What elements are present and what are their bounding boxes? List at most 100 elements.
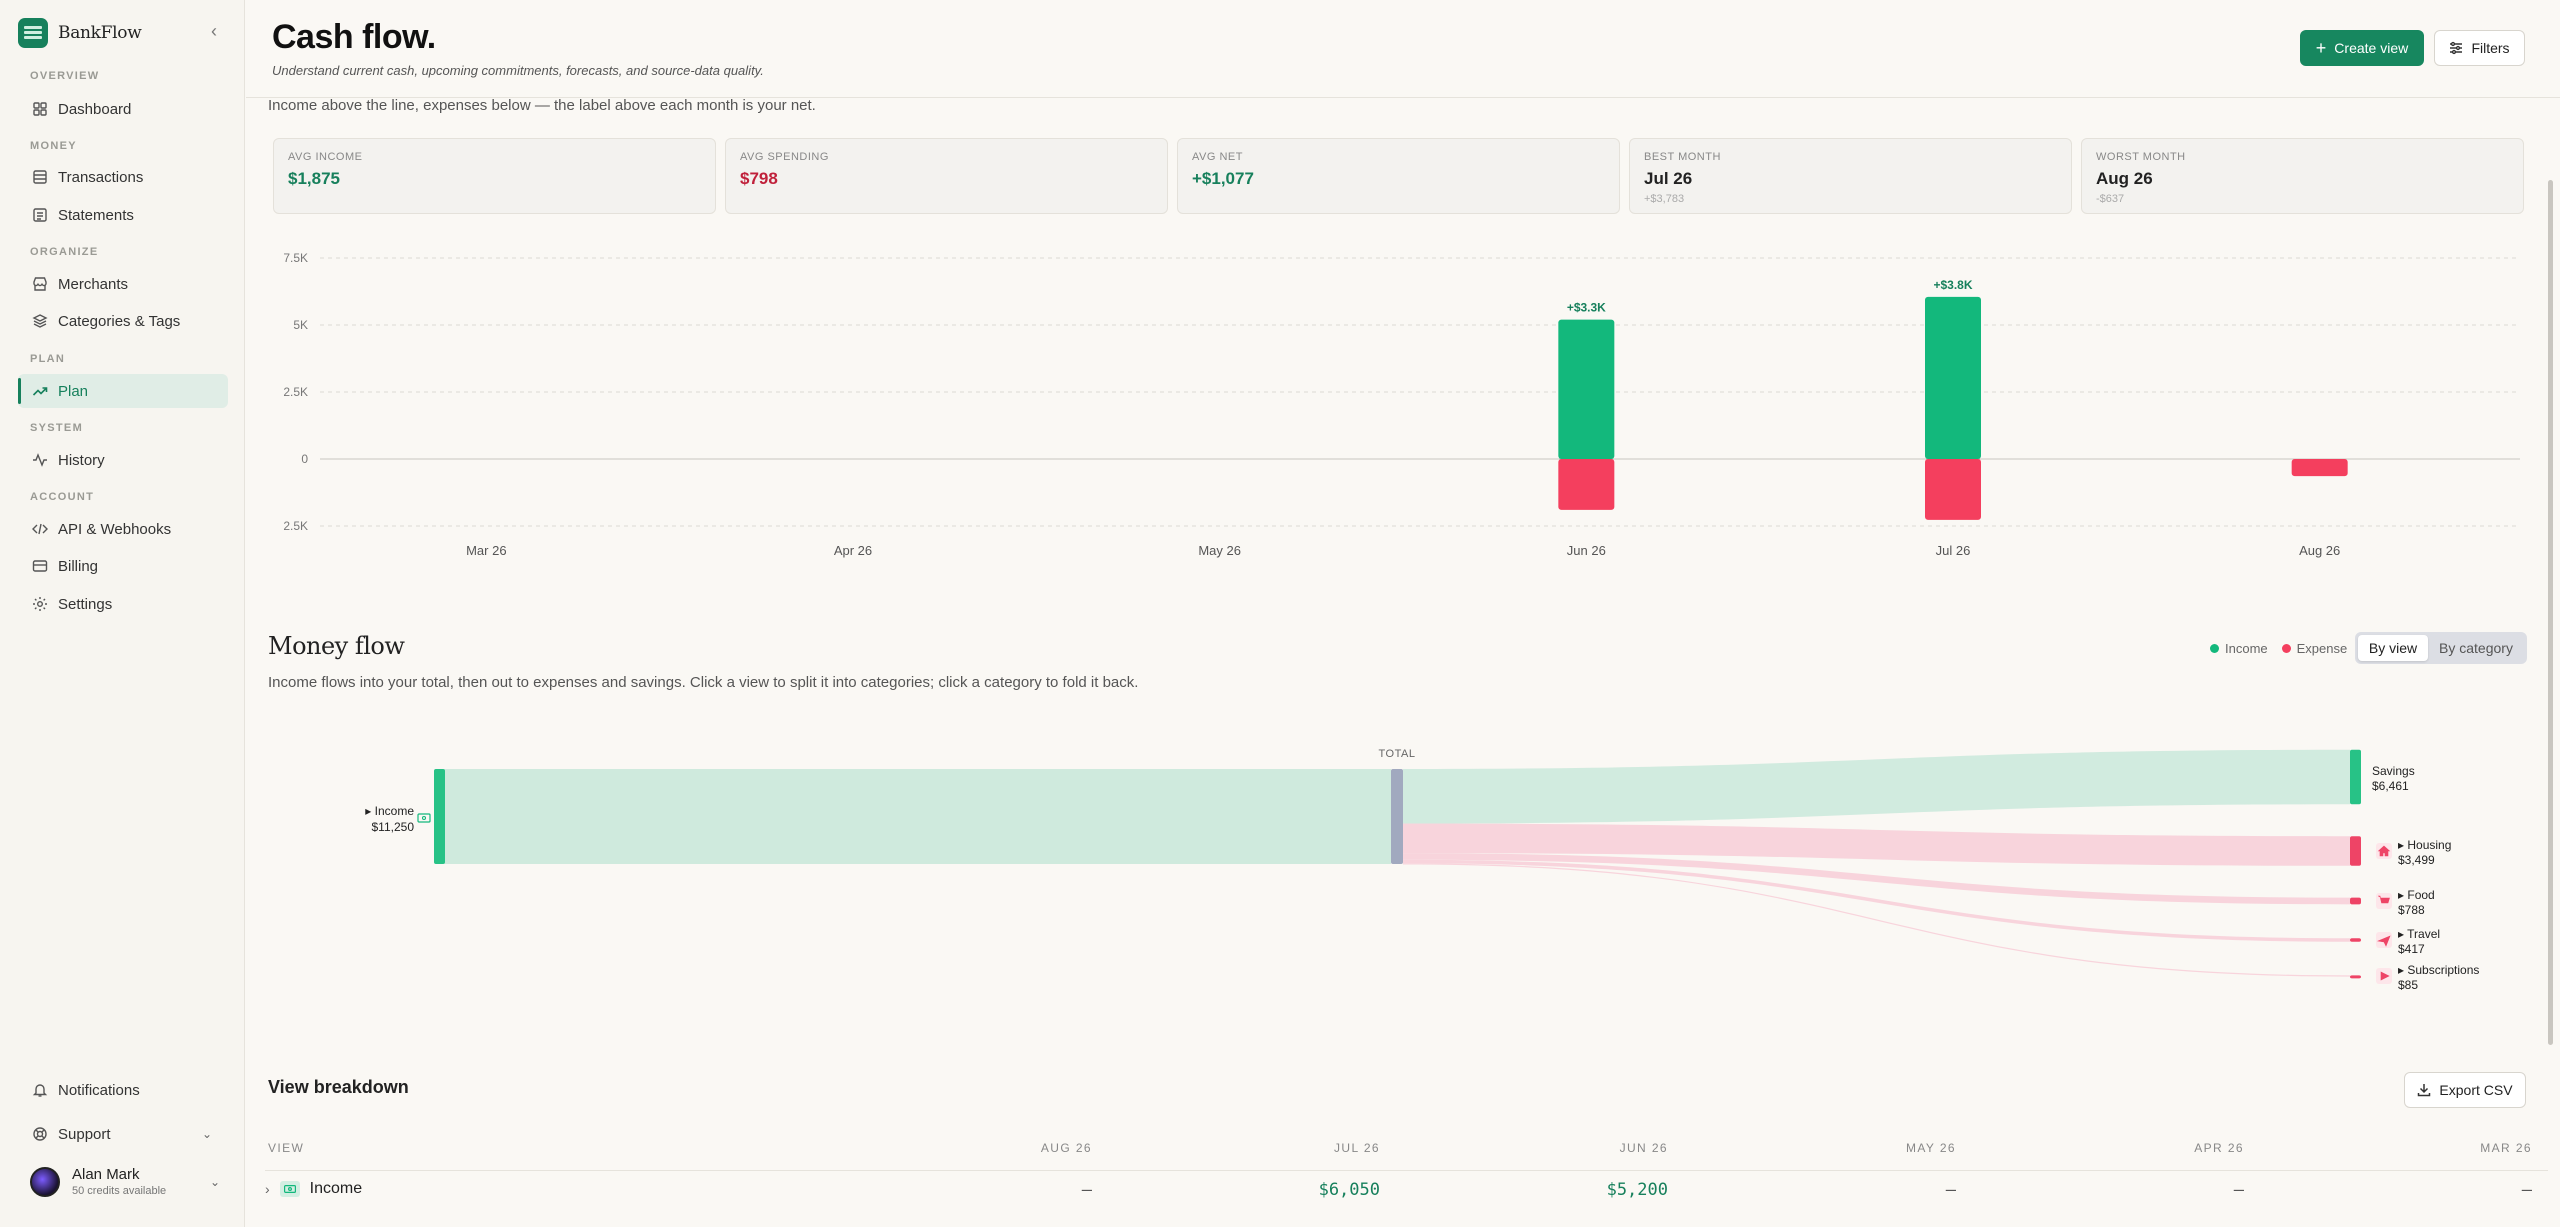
sidebar-item-history[interactable]: History [18, 443, 228, 477]
stat-value: +$1,077 [1192, 169, 1254, 188]
target-amount: $417 [2398, 942, 2425, 956]
user-credits: 50 credits available [72, 1185, 167, 1197]
layers-icon [32, 314, 48, 328]
toggle-by-view[interactable]: By view [2358, 635, 2428, 661]
sidebar-item-billing[interactable]: Billing [18, 549, 228, 583]
target-name: ▸ Housing [2398, 838, 2451, 852]
create-view-label: Create view [2334, 40, 2409, 56]
page-subtitle: Understand current cash, upcoming commit… [272, 63, 764, 78]
view-toggle: By view By category [2355, 632, 2527, 664]
stat-value: Aug 26 [2096, 169, 2153, 188]
net-label: +$3.3K [1567, 301, 1606, 315]
column-header-mar-26[interactable]: MAR 26 [2480, 1141, 2532, 1155]
column-header-jul-26[interactable]: JUL 26 [1334, 1141, 1380, 1155]
nav-section-account: ACCOUNT [30, 491, 95, 503]
expense-bar [2291, 459, 2348, 477]
stat-card-avg-net: AVG NET +$1,077 [1177, 138, 1620, 214]
cashflow-subtitle: Income above the line, expenses below — … [268, 97, 816, 114]
sidebar-item-merchants[interactable]: Merchants [18, 267, 228, 301]
y-tick-label: 2.5K [283, 519, 308, 533]
sidebar-item-label: API & Webhooks [58, 520, 172, 538]
sidebar-item-support[interactable]: Support ⌄ [18, 1117, 228, 1151]
nav-section-money: MONEY [30, 140, 77, 152]
table-cell: — [1945, 1180, 1956, 1200]
nav-section-overview: OVERVIEW [30, 70, 100, 82]
row-label: Income [309, 1180, 363, 1197]
user-menu[interactable]: Alan Mark 50 credits available ⌄ [30, 1166, 220, 1197]
sidebar-item-api-webhooks[interactable]: API & Webhooks [18, 512, 228, 546]
legend-label: Income [2225, 641, 2268, 656]
stat-card-worst-month: WORST MONTH Aug 26 -$637 [2081, 138, 2524, 214]
brand-name: BankFlow [58, 23, 142, 43]
stat-label: AVG SPENDING [740, 151, 829, 163]
cart-icon [2376, 893, 2392, 909]
legend-dot [2210, 644, 2219, 653]
stat-card-best-month: BEST MONTH Jul 26 +$3,783 [1629, 138, 2072, 214]
filters-button[interactable]: Filters [2434, 30, 2525, 66]
table-row-income[interactable]: › Income [265, 1180, 362, 1198]
income-bar [1925, 296, 1981, 459]
income-bar [1558, 319, 1615, 459]
savings-flow [1403, 749, 2350, 824]
table-cell: — [1081, 1180, 1092, 1200]
x-tick-label: Mar 26 [466, 543, 506, 558]
toggle-by-category[interactable]: By category [2439, 640, 2513, 656]
sidebar-item-label: History [58, 451, 105, 469]
cash-icon [279, 1181, 300, 1197]
stat-card-avg-spending: AVG SPENDING $798 [725, 138, 1168, 214]
home-icon [2376, 843, 2392, 859]
target-name: ▸ Subscriptions [2398, 963, 2479, 977]
sidebar-item-settings[interactable]: Settings [18, 587, 228, 621]
expense-flow [1403, 863, 2350, 977]
x-tick-label: May 26 [1198, 543, 1241, 558]
export-csv-label: Export CSV [2439, 1082, 2513, 1098]
target-node [2350, 938, 2361, 942]
stat-note: -$637 [2096, 193, 2125, 205]
sidebar-item-label: Statements [58, 206, 134, 224]
net-label: +$3.8K [1933, 278, 1972, 292]
activity-icon [33, 453, 47, 467]
target-node [2350, 749, 2361, 805]
sidebar-item-label: Support [58, 1125, 111, 1143]
stat-note: +$3,783 [1644, 193, 1685, 205]
target-node [2350, 975, 2361, 979]
table-cell: $5,200 [1606, 1180, 1668, 1200]
sliders-icon [2450, 41, 2463, 55]
export-csv-button[interactable]: Export CSV [2404, 1072, 2526, 1108]
target-amount: $788 [2398, 903, 2425, 917]
column-header-may-26[interactable]: MAY 26 [1906, 1141, 1956, 1155]
sidebar-item-statements[interactable]: Statements [18, 198, 228, 232]
sidebar-item-label: Dashboard [58, 100, 132, 118]
create-view-button[interactable]: + Create view [2300, 30, 2424, 66]
nav-section-organize: ORGANIZE [30, 246, 99, 258]
page-header: Cash flow. Understand current cash, upco… [246, 0, 2560, 98]
sidebar-item-transactions[interactable]: Transactions [18, 160, 228, 194]
scrollbar[interactable] [2548, 180, 2553, 1045]
sidebar-item-notifications[interactable]: Notifications [18, 1073, 228, 1107]
stat-label: BEST MONTH [1644, 151, 1721, 163]
brand[interactable]: BankFlow [18, 18, 142, 48]
expense-flow [1403, 853, 2350, 905]
column-header-aug-26[interactable]: AUG 26 [1040, 1141, 1092, 1155]
code-icon [32, 523, 48, 535]
column-header-apr-26[interactable]: APR 26 [2194, 1141, 2244, 1155]
stat-value: $798 [740, 169, 778, 188]
chevron-right-icon: › [265, 1181, 270, 1197]
column-header-view[interactable]: VIEW [268, 1141, 305, 1155]
document-icon [33, 208, 47, 222]
chevron-left-icon[interactable]: ‹ [211, 21, 217, 41]
expense-flow [1403, 823, 2350, 866]
sidebar-item-categories-tags[interactable]: Categories & Tags [18, 304, 228, 338]
sidebar-item-dashboard[interactable]: Dashboard [18, 92, 228, 126]
target-name: ▸ Travel [2398, 927, 2440, 941]
legend-label: Expense [2296, 641, 2348, 656]
stat-label: WORST MONTH [2096, 151, 2186, 163]
legend-item-income: Income [2210, 641, 2268, 656]
sidebar-item-plan[interactable]: Plan [18, 374, 228, 408]
table-cell: — [2233, 1180, 2244, 1200]
x-tick-label: Aug 26 [2299, 543, 2340, 558]
breakdown-title: View breakdown [268, 1077, 409, 1097]
column-header-jun-26[interactable]: JUN 26 [1619, 1141, 1668, 1155]
stat-value: $1,875 [288, 169, 340, 188]
sidebar-item-label: Merchants [58, 275, 129, 293]
